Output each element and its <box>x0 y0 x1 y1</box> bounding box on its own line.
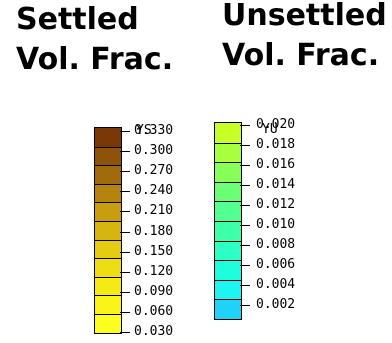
yu-tick-mark <box>240 145 250 146</box>
yu-tick-mark <box>240 245 250 246</box>
ys-colorbar-segment <box>95 295 121 314</box>
yu-tick-mark <box>240 265 250 266</box>
yu-tick-mark <box>240 125 250 126</box>
ys-tick-mark <box>120 171 130 173</box>
ys-colorbar-segment <box>95 128 121 147</box>
ys-tick-label: 0.180 <box>134 223 174 239</box>
yu-colorbar-segment <box>215 181 241 202</box>
ys-tick-label: 0.210 <box>134 203 174 219</box>
ys-tick-label: 0.300 <box>134 143 174 159</box>
ys-colorbar <box>94 127 122 334</box>
yu-tick-mark <box>240 225 250 226</box>
yu-variable-label: YU <box>262 122 278 137</box>
yu-colorbar-segment <box>215 123 241 143</box>
ys-tick-label: 0.120 <box>134 263 174 279</box>
ys-tick-mark <box>120 251 130 253</box>
ys-tick-label: 0.150 <box>134 243 174 259</box>
ys-tick-mark <box>120 211 130 213</box>
ys-colorbar-segment <box>95 314 121 333</box>
ys-tick-label: 0.240 <box>134 183 174 199</box>
ys-tick-mark <box>120 332 130 333</box>
yu-tick-label: 0.018 <box>256 137 296 152</box>
yu-colorbar-segment <box>215 240 241 261</box>
unsettled-heading-line-1: Unsettled <box>222 0 387 33</box>
yu-tick-label: 0.004 <box>256 277 296 292</box>
ys-colorbar-segment <box>95 276 121 296</box>
ys-tick-label: 0.030 <box>134 324 174 339</box>
yu-tick-label: 0.010 <box>256 217 296 232</box>
ys-tick-mark <box>120 151 130 153</box>
ys-tick-mark <box>120 311 130 313</box>
ys-colorbar-segment <box>95 258 121 277</box>
yu-tick-label: 0.008 <box>256 237 296 252</box>
ys-tick-label: 0.090 <box>134 283 174 299</box>
yu-tick-mark <box>240 205 250 206</box>
yu-colorbar-segment <box>215 299 241 319</box>
yu-colorbar-segment <box>215 142 241 163</box>
unsettled-heading-line-2: Vol. Frac. <box>222 38 380 73</box>
ys-colorbar-segment <box>95 221 121 240</box>
yu-tick-mark <box>240 185 250 186</box>
ys-colorbar-segment <box>95 239 121 259</box>
yu-colorbar-segment <box>215 221 241 241</box>
ys-tick-mark <box>120 131 130 132</box>
ys-colorbar-segment <box>95 146 121 166</box>
ys-tick-mark <box>120 271 130 273</box>
yu-colorbar <box>214 122 242 320</box>
yu-tick-mark <box>240 165 250 166</box>
yu-tick-label: 0.014 <box>256 177 296 192</box>
settled-heading-line-1: Settled <box>16 2 139 37</box>
ys-variable-label: YS <box>136 123 152 138</box>
yu-tick-label: 0.012 <box>256 197 296 212</box>
yu-tick-label: 0.006 <box>256 257 296 272</box>
yu-tick-mark <box>240 305 250 306</box>
ys-tick-label: 0.270 <box>134 163 174 179</box>
ys-tick-label: 0.330 <box>134 123 174 138</box>
yu-tick-mark <box>240 285 250 286</box>
ys-tick-mark <box>120 191 130 193</box>
ys-tick-mark <box>120 231 130 233</box>
yu-colorbar-segment <box>215 201 241 221</box>
ys-colorbar-segment <box>95 165 121 184</box>
settled-heading-line-2: Vol. Frac. <box>16 42 174 77</box>
ys-colorbar-segment <box>95 183 121 203</box>
ys-tick-label: 0.060 <box>134 303 174 319</box>
ys-colorbar-segment <box>95 202 121 221</box>
yu-colorbar-segment <box>215 162 241 182</box>
yu-colorbar-segment <box>215 279 241 300</box>
yu-tick-label: 0.016 <box>256 157 296 172</box>
yu-tick-label: 0.020 <box>256 117 296 132</box>
yu-tick-label: 0.002 <box>256 297 296 312</box>
ys-tick-mark <box>120 291 130 293</box>
yu-colorbar-segment <box>215 260 241 280</box>
